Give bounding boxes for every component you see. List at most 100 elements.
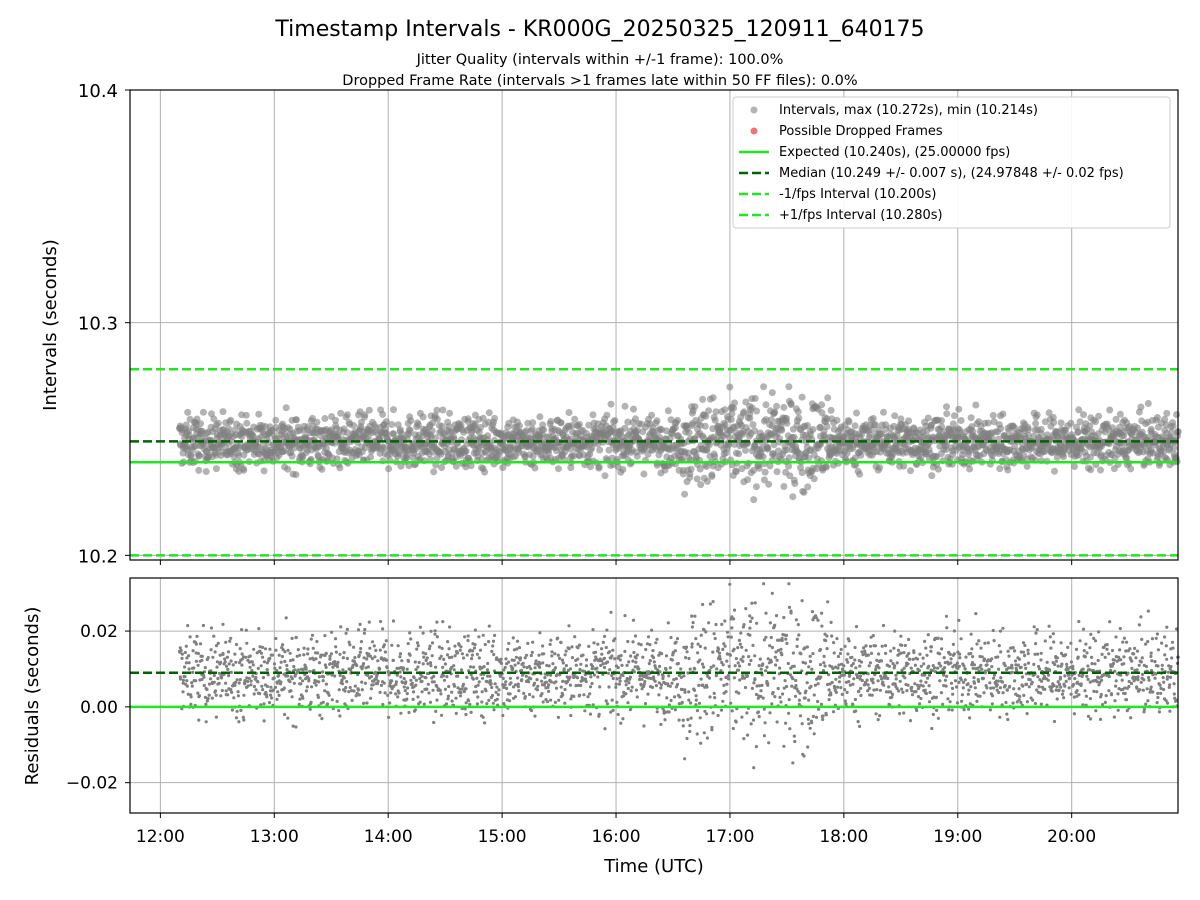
interval-point [938, 423, 946, 431]
residual-point [784, 633, 789, 638]
residual-point [533, 714, 537, 718]
residual-point [420, 679, 424, 683]
residual-point [422, 702, 426, 706]
interval-point [770, 441, 778, 449]
residual-point [446, 694, 451, 698]
interval-point [452, 462, 460, 470]
interval-point [414, 421, 422, 429]
residual-point [611, 648, 615, 652]
residual-point [668, 684, 672, 688]
interval-point [343, 429, 351, 437]
residual-point [890, 692, 895, 697]
residual-point [971, 655, 975, 659]
interval-point [798, 393, 806, 401]
interval-point [785, 383, 793, 391]
interval-point [943, 403, 950, 411]
interval-point [685, 429, 693, 437]
residual-point [270, 653, 274, 657]
residual-point [316, 695, 320, 700]
residual-point [590, 681, 594, 686]
residual-point [940, 647, 944, 651]
residual-point [854, 666, 858, 670]
interval-point [798, 469, 806, 477]
residual-point [444, 702, 448, 706]
residual-point [261, 655, 265, 659]
residual-point [946, 697, 950, 701]
interval-point [869, 415, 877, 422]
residual-point [936, 716, 941, 720]
residual-point [820, 624, 824, 628]
residual-point [693, 667, 697, 671]
residual-point [183, 675, 187, 679]
residual-point [490, 649, 494, 654]
residual-point [688, 667, 692, 671]
residual-point [348, 685, 352, 690]
residual-point [725, 682, 729, 686]
residual-point [974, 612, 978, 616]
residual-point [240, 663, 244, 667]
residual-point [416, 644, 420, 648]
interval-point [703, 446, 711, 454]
residual-point [996, 679, 1000, 683]
residual-point [386, 693, 390, 698]
residual-point [252, 647, 256, 651]
residual-point [528, 692, 532, 697]
residual-point [559, 640, 563, 645]
residual-point [228, 639, 232, 643]
interval-point [709, 394, 717, 402]
residual-point [975, 642, 979, 646]
legend-intervals-marker [750, 106, 758, 114]
residual-point [397, 691, 401, 695]
residual-point [629, 654, 633, 658]
residual-point [338, 652, 342, 656]
residual-point [711, 650, 715, 654]
residual-point [943, 666, 947, 670]
interval-point [740, 408, 748, 416]
residual-point [257, 627, 261, 631]
interval-point [540, 426, 548, 434]
residual-point [922, 662, 926, 666]
residual-point [704, 630, 708, 634]
residual-point [960, 693, 965, 697]
residual-point [518, 656, 523, 660]
residual-point [184, 644, 188, 648]
residual-point [664, 654, 669, 658]
legend-intervals-label: Intervals, max (10.272s), min (10.214s) [779, 103, 1038, 118]
residual-point [289, 689, 293, 693]
residual-point [900, 643, 904, 648]
residual-point [779, 700, 783, 704]
interval-point [184, 408, 192, 416]
residual-point [381, 702, 385, 707]
residual-point [516, 682, 520, 686]
residual-point [497, 688, 501, 692]
residual-point [237, 720, 241, 724]
residual-point [855, 674, 859, 678]
residual-point [766, 683, 770, 687]
interval-point [866, 431, 874, 439]
interval-point [358, 418, 365, 426]
interval-point [1170, 444, 1178, 452]
residual-point [549, 638, 553, 642]
interval-point [753, 407, 761, 415]
interval-point [321, 415, 329, 422]
residual-point [999, 650, 1003, 654]
residual-point [630, 685, 634, 689]
residual-point [602, 656, 607, 660]
residual-point [480, 690, 484, 694]
residual-point [907, 651, 911, 656]
interval-point [467, 462, 475, 470]
residual-point [470, 657, 474, 661]
residual-point [613, 657, 617, 661]
residual-point [302, 653, 306, 657]
interval-point [671, 424, 679, 432]
residual-point [425, 656, 429, 660]
residual-point [729, 635, 733, 639]
residual-point [333, 637, 338, 641]
residual-point [689, 716, 693, 720]
residual-point [592, 641, 596, 645]
residual-point [387, 715, 391, 720]
residual-point [767, 741, 771, 745]
residual-point [900, 687, 904, 691]
residual-point [834, 677, 838, 681]
residual-point [740, 715, 744, 719]
